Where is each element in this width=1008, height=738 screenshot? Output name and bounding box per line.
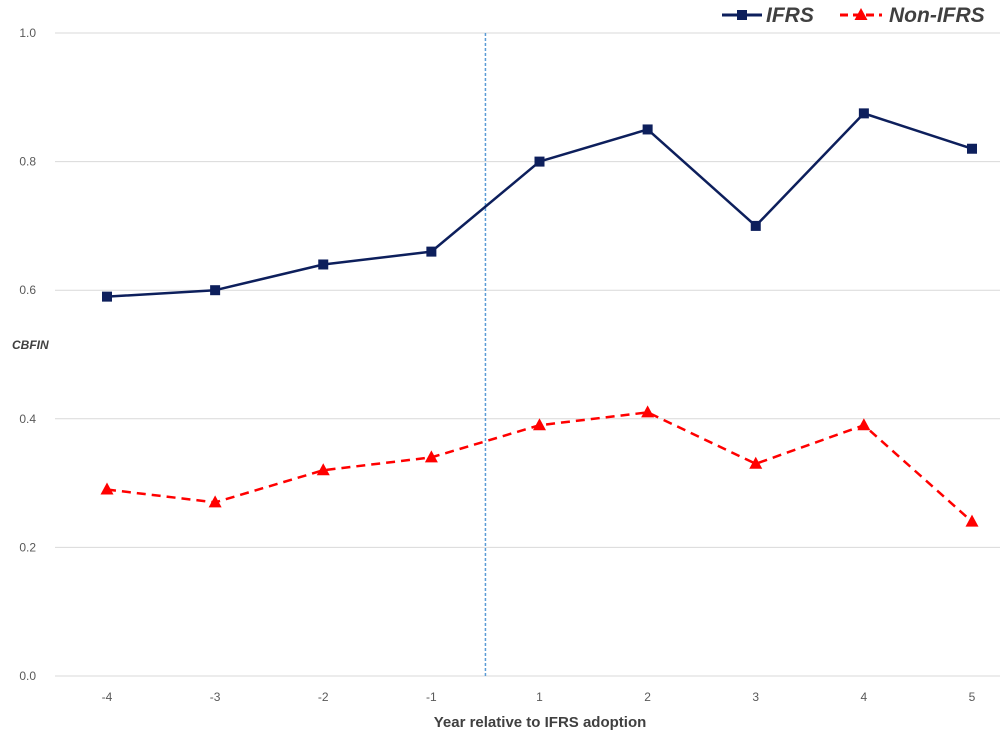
y-tick-label: 0.8 bbox=[19, 155, 36, 169]
y-tick-label: 0.2 bbox=[19, 540, 36, 554]
x-axis-title: Year relative to IFRS adoption bbox=[434, 714, 647, 731]
x-tick-label: 4 bbox=[861, 690, 868, 704]
x-tick-label: 5 bbox=[969, 690, 976, 704]
data-point-ifrs bbox=[967, 143, 977, 154]
data-point-ifrs bbox=[318, 259, 329, 270]
series-line-ifrs bbox=[106, 112, 973, 298]
x-tick-label: 3 bbox=[752, 690, 759, 704]
x-tick-label: -2 bbox=[318, 690, 329, 704]
x-tick-label: 2 bbox=[644, 690, 651, 704]
legend-label-non-ifrs: Non-IFRS bbox=[889, 4, 985, 27]
x-tick-label: -4 bbox=[102, 690, 113, 704]
y-tick-label: 0.0 bbox=[19, 669, 36, 683]
legend-marker-ifrs bbox=[737, 10, 747, 20]
data-point-ifrs bbox=[642, 124, 653, 135]
data-point-non-ifrs bbox=[641, 405, 655, 418]
x-tick-label: 1 bbox=[536, 690, 543, 704]
y-tick-label: 0.6 bbox=[19, 283, 36, 297]
data-point-ifrs bbox=[426, 246, 437, 257]
data-point-non-ifrs bbox=[965, 514, 979, 527]
legend-marker-non-ifrs bbox=[854, 8, 868, 20]
data-point-non-ifrs bbox=[533, 418, 546, 431]
data-point-non-ifrs bbox=[749, 456, 763, 469]
y-tick-label: 0.4 bbox=[19, 412, 36, 426]
data-point-non-ifrs bbox=[208, 495, 222, 508]
data-point-ifrs bbox=[534, 156, 545, 167]
data-point-non-ifrs bbox=[316, 463, 330, 476]
y-axis-label: CBFIN bbox=[12, 338, 49, 352]
data-point-non-ifrs bbox=[424, 450, 438, 463]
data-point-ifrs bbox=[102, 291, 112, 302]
x-tick-label: -1 bbox=[426, 690, 437, 704]
x-tick-label: -3 bbox=[210, 690, 221, 704]
y-tick-label: 1.0 bbox=[19, 26, 36, 40]
data-point-non-ifrs bbox=[857, 418, 871, 431]
data-point-ifrs bbox=[858, 108, 869, 119]
data-point-ifrs bbox=[750, 220, 761, 231]
legend-label-ifrs: IFRS bbox=[766, 4, 814, 27]
data-point-ifrs bbox=[210, 285, 221, 296]
data-point-non-ifrs bbox=[100, 482, 114, 495]
